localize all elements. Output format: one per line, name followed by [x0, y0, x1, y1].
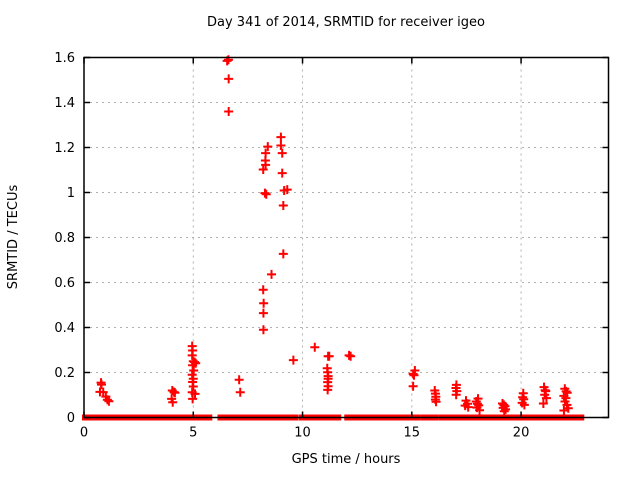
y-tick-label: 0.4	[54, 321, 75, 336]
x-axis-label: GPS time / hours	[292, 452, 401, 467]
y-tick-label: 0.2	[54, 366, 75, 381]
y-axis-label: SRMTID / TECUs	[6, 185, 21, 290]
axes-and-ticks	[83, 56, 610, 419]
y-tick-label: 1	[67, 186, 75, 201]
x-tick-label: 5	[189, 426, 197, 441]
tick-labels: 0 5 10 15 20 0 0.2 0.4 0.6 0.8 1 1.2 1.4 1.6	[54, 51, 529, 441]
y-tick-label: 0.6	[54, 276, 75, 291]
y-tick-label: 1.6	[54, 51, 75, 66]
x-tick-label: 0	[80, 426, 88, 441]
gridlines	[84, 57, 609, 418]
x-tick-label: 10	[294, 426, 311, 441]
x-tick-label: 20	[513, 426, 530, 441]
y-tick-label: 1.2	[54, 141, 75, 156]
y-tick-label: 0	[67, 411, 75, 426]
y-tick-label: 1.4	[54, 96, 75, 111]
y-tick-label: 0.8	[54, 231, 75, 246]
chart-title: Day 341 of 2014, SRMTID for receiver ige…	[207, 15, 485, 30]
x-tick-label: 15	[404, 426, 421, 441]
data-points	[95, 55, 573, 416]
